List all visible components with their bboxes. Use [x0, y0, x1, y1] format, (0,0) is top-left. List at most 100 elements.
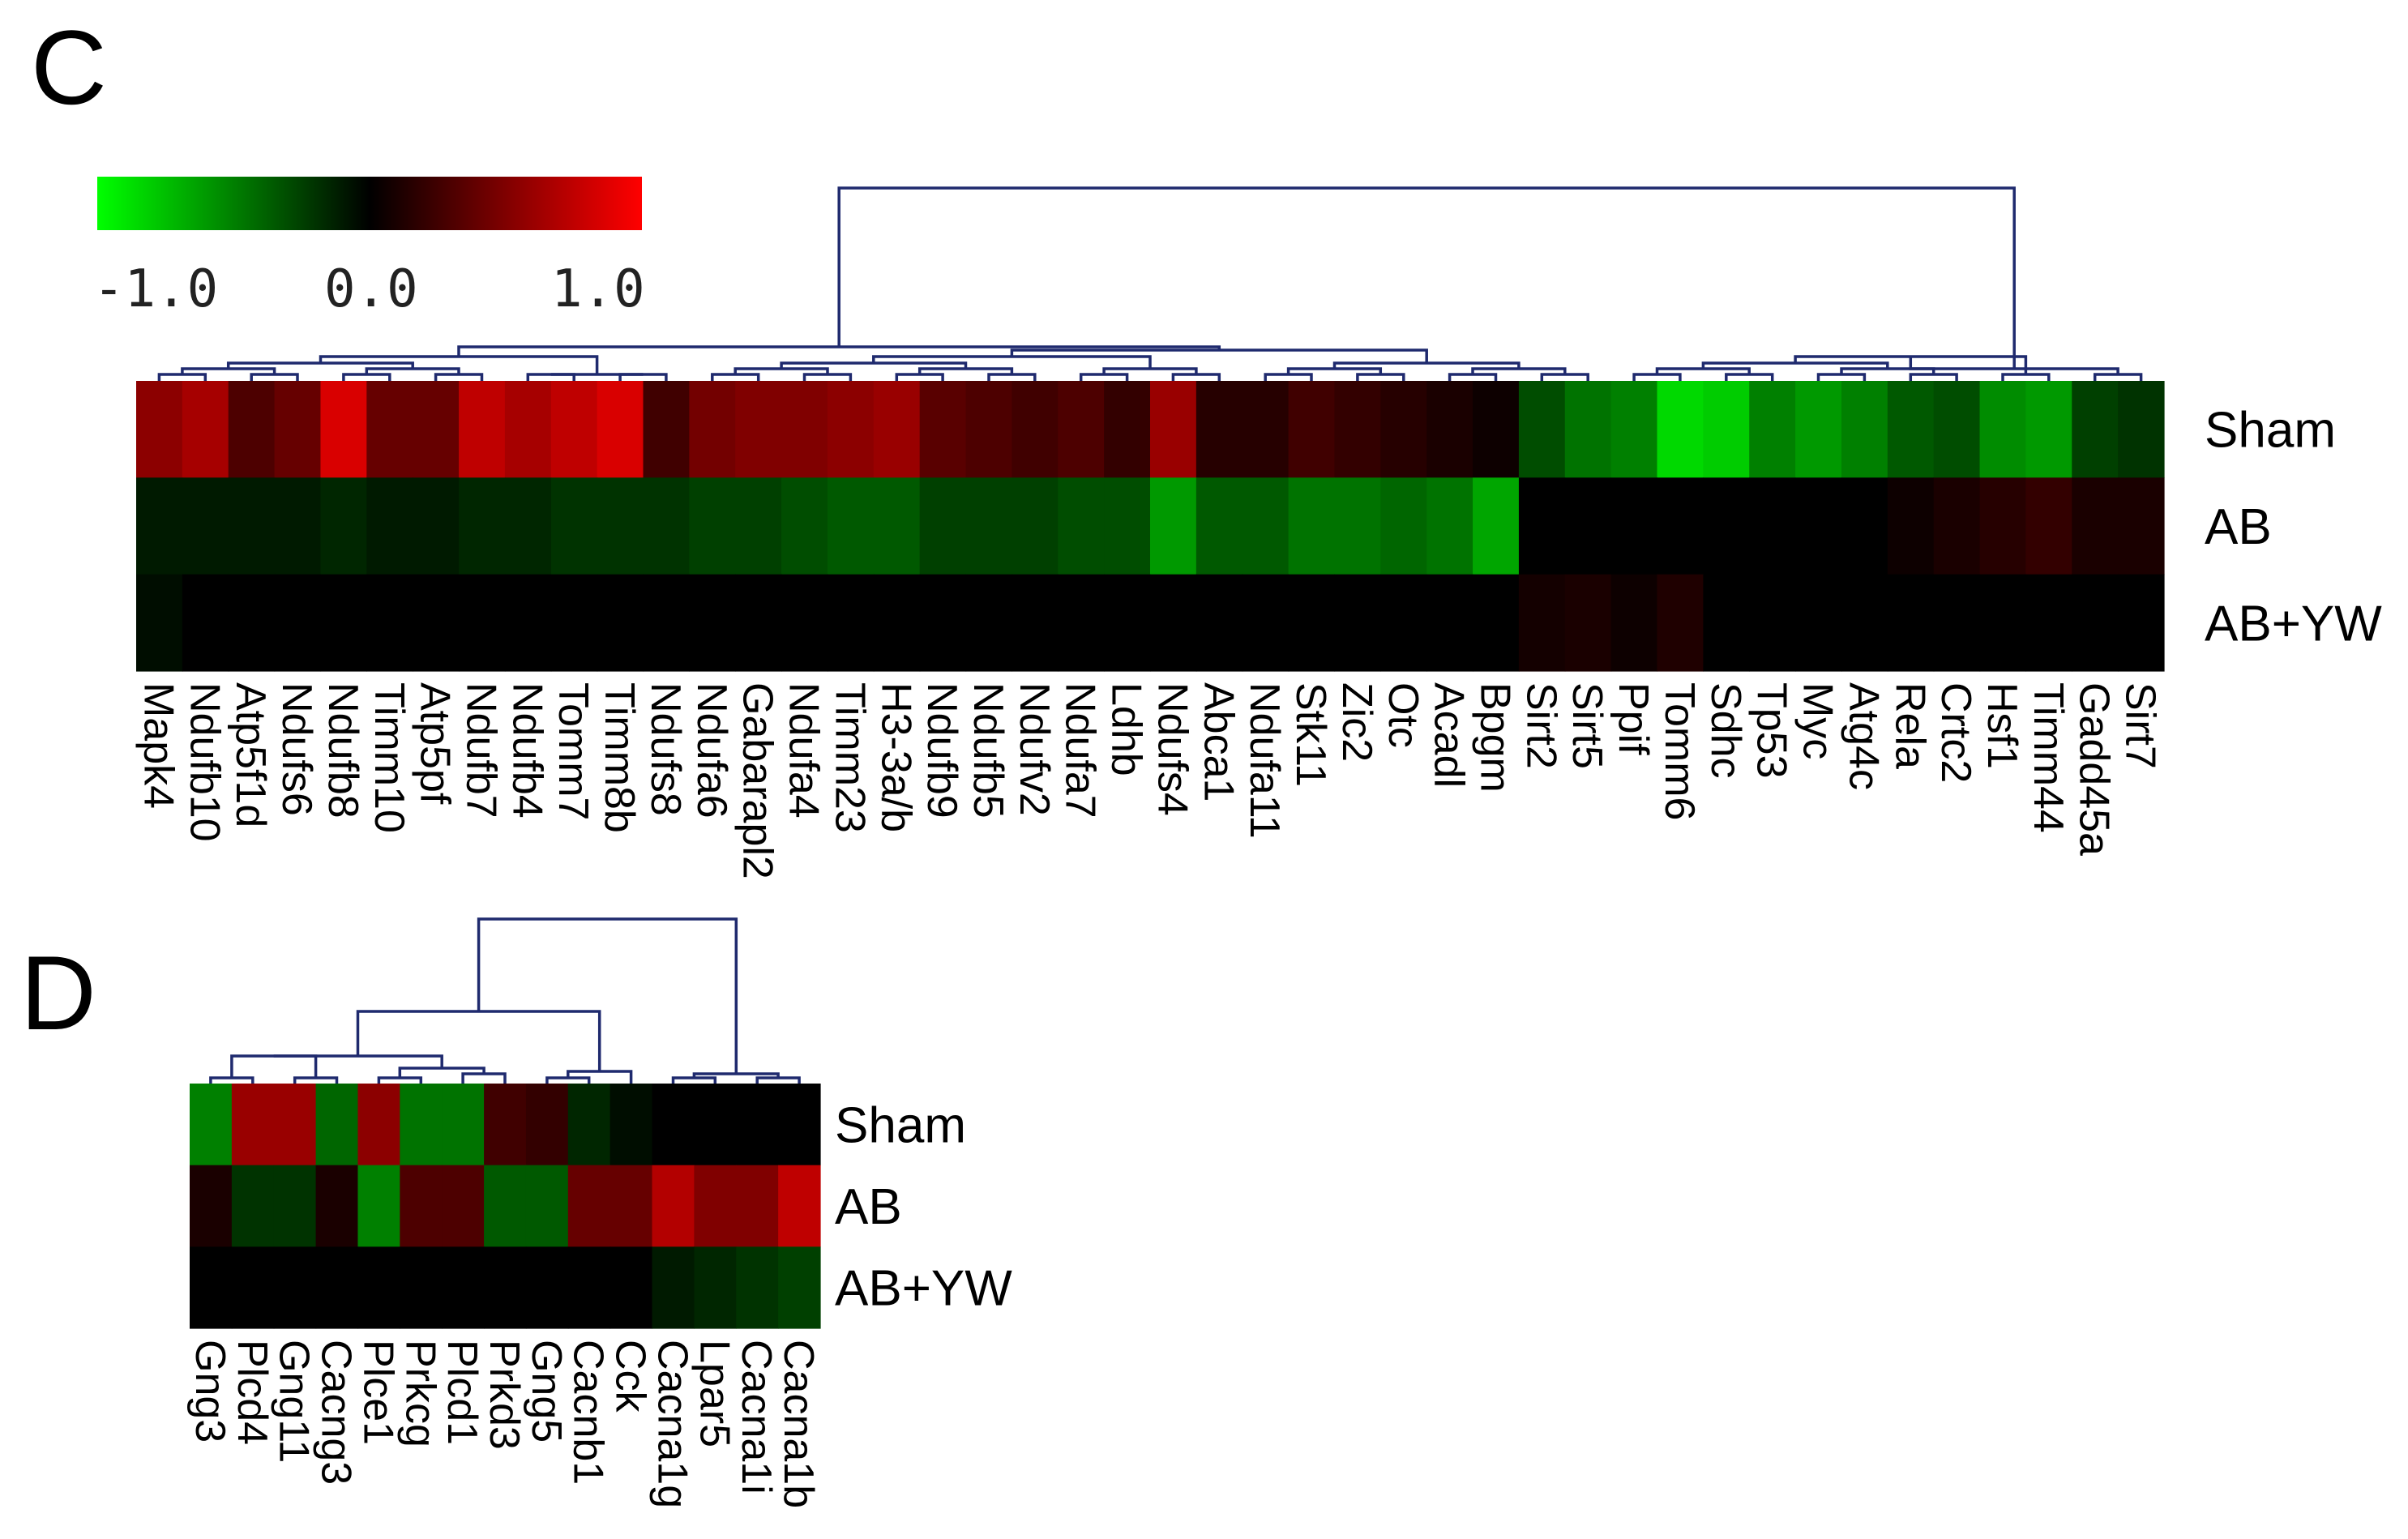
heatmap-cell-ab-timm44	[2025, 477, 2072, 575]
heatmap-cell-ab-yw-cacna1i	[736, 1246, 779, 1329]
heatmap-cell-ab-yw-timm23	[827, 574, 875, 672]
color-scale-bar	[97, 177, 642, 230]
heatmap-cell-ab-yw-ndufb7	[459, 574, 506, 672]
heatmap-cell-sham-abca1	[1195, 381, 1243, 478]
heatmap-cell-sham-ndufb9	[919, 381, 967, 478]
heatmap-cell-sham-atg4c	[1841, 381, 1888, 478]
heatmap-cell-sham-acadl	[1426, 381, 1473, 478]
column-label-crtc2: Crtc2	[1932, 682, 1979, 783]
column-label-ndufb8: Ndufb8	[319, 682, 366, 819]
column-label-h3-3a-b: H3-3a/b	[872, 682, 919, 832]
heatmap-cell-sham-timm44	[2025, 381, 2072, 478]
heatmap-cell-ab-cacna1g	[652, 1165, 695, 1247]
column-label-ndufb4: Ndufb4	[503, 682, 550, 819]
column-label-cacna1g: Cacna1g	[648, 1340, 695, 1508]
heatmap-cell-ab-stk11	[1288, 477, 1336, 575]
heatmap-cell-ab-prkd3	[484, 1165, 527, 1247]
dendrogram-d-branch-0	[209, 1076, 254, 1084]
column-label-ndufb5: Ndufb5	[964, 682, 1012, 819]
heatmap-cell-ab-tp53	[1749, 477, 1796, 575]
column-label-atg4c: Atg4c	[1840, 682, 1887, 790]
heatmap-cell-ab-ndufv2	[1012, 477, 1059, 575]
panel-c-letter: C	[31, 8, 107, 126]
heatmap-cell-sham-stk11	[1288, 381, 1336, 478]
heatmap-cell-ab-yw-ndufa4	[781, 574, 828, 672]
heatmap-cell-ab-gabarapl2	[735, 477, 782, 575]
heatmap-cell-sham-sirt5	[1564, 381, 1612, 478]
heatmap-cell-ab-yw-otc	[1380, 574, 1427, 672]
heatmap-cell-ab-yw-tomm7	[550, 574, 598, 672]
dendrogram-c-branch-9	[987, 373, 1037, 381]
heatmap-cell-ab-plcd1	[442, 1165, 485, 1247]
heatmap-cell-ab-yw-ndufb5	[965, 574, 1013, 672]
heatmap-cell-sham-zic2	[1334, 381, 1381, 478]
heatmap-cell-sham-lpar5	[694, 1084, 737, 1166]
heatmap-cell-ab-ndufb5	[965, 477, 1013, 575]
heatmap-cell-ab-yw-ndufs6	[274, 574, 322, 672]
heatmap-cell-sham-tomm6	[1657, 381, 1704, 478]
scale-label-max: 1.0	[551, 259, 645, 319]
panel-c-dendrogram	[157, 186, 2143, 381]
heatmap-cell-ab-rela	[1887, 477, 1935, 575]
heatmap-cell-ab-gng3	[190, 1165, 233, 1247]
heatmap-cell-ab-yw-ndufb10	[182, 574, 229, 672]
heatmap-cell-ab-myc	[1795, 477, 1842, 575]
scale-label-mid: 0.0	[324, 259, 418, 319]
heatmap-cell-sham-ndufb10	[182, 381, 229, 478]
heatmap-cell-sham-h3-3a-b	[873, 381, 921, 478]
dendrogram-d-branch-10	[671, 1076, 717, 1084]
column-label-tp53: Tp53	[1748, 682, 1795, 779]
heatmap-cell-ab-atp5pf	[413, 477, 460, 575]
column-label-ndufb10: Ndufb10	[181, 682, 228, 842]
dendrogram-c-branch-20	[2001, 373, 2051, 381]
column-label-cacng3: Cacng3	[313, 1340, 360, 1485]
heatmap-cell-sham-cacna1i	[736, 1084, 779, 1166]
dendrogram-c-branch-19	[1909, 373, 1958, 381]
column-label-cacna1b: Cacna1b	[775, 1340, 822, 1508]
heatmap-cell-ab-yw-timm44	[2025, 574, 2072, 672]
heatmap-cell-ab-atg4c	[1841, 477, 1888, 575]
column-label-abca1: Abca1	[1195, 682, 1242, 802]
heatmap-cell-sham-atp5f1d	[228, 381, 276, 478]
heatmap-cell-ab-yw-hsf1	[1979, 574, 2027, 672]
heatmap-cell-ab-yw-gabarapl2	[735, 574, 782, 672]
heatmap-cell-ab-yw-sirt2	[1518, 574, 1566, 672]
column-label-ndufa6: Ndufa6	[688, 682, 735, 819]
panel-d-heatmap	[190, 1084, 821, 1329]
heatmap-cell-ab-yw-atp5pf	[413, 574, 460, 672]
color-scale-legend: -1.0 0.0 1.0	[93, 177, 645, 319]
heatmap-cell-ab-yw-ndufb8	[320, 574, 367, 672]
heatmap-cell-ab-yw-h3-3a-b	[873, 574, 921, 672]
column-label-plcd4: Plcd4	[229, 1340, 276, 1445]
heatmap-cell-ab-yw-stk11	[1288, 574, 1336, 672]
heatmap-cell-sham-ndufa4	[781, 381, 828, 478]
column-label-cck: Cck	[607, 1340, 654, 1413]
heatmap-cell-ab-cacng3	[315, 1165, 359, 1247]
heatmap-cell-ab-yw-prkcg	[400, 1246, 443, 1329]
heatmap-cell-ab-yw-acadl	[1426, 574, 1473, 672]
heatmap-cell-sham-rela	[1887, 381, 1935, 478]
column-label-timm8b: Timm8b	[596, 682, 643, 833]
heatmap-cell-ab-ndufb8	[320, 477, 367, 575]
column-label-timm10: Timm10	[366, 682, 413, 833]
heatmap-cell-ab-cck	[609, 1165, 653, 1247]
heatmap-cell-ab-yw-cacnb1	[567, 1246, 611, 1329]
column-label-ndufb7: Ndufb7	[457, 682, 504, 819]
column-label-ndufa7: Ndufa7	[1057, 682, 1104, 819]
dendrogram-d-branch-2	[230, 1054, 318, 1078]
heatmap-cell-sham-ndufs6	[274, 381, 322, 478]
heatmap-cell-ab-yw-zic2	[1334, 574, 1381, 672]
column-label-prkd3: Prkd3	[481, 1340, 528, 1450]
column-label-gng11: Gng11	[271, 1340, 318, 1463]
heatmap-cell-sham-cacna1g	[652, 1084, 695, 1166]
heatmap-cell-ab-gng11	[273, 1165, 317, 1247]
heatmap-cell-ab-ndufa7	[1058, 477, 1105, 575]
heatmap-cell-ab-yw-ndufa11	[1242, 574, 1290, 672]
heatmap-cell-sham-prkd3	[484, 1084, 527, 1166]
panel-c-row-labels: Sham AB AB+YW	[2205, 403, 2382, 652]
heatmap-cell-sham-sirt7	[2118, 381, 2165, 478]
heatmap-cell-sham-bpgm	[1473, 381, 1520, 478]
heatmap-cell-sham-hsf1	[1979, 381, 2027, 478]
heatmap-cell-ab-yw-plce1	[357, 1246, 400, 1329]
heatmap-cell-ab-prkcg	[400, 1165, 443, 1247]
